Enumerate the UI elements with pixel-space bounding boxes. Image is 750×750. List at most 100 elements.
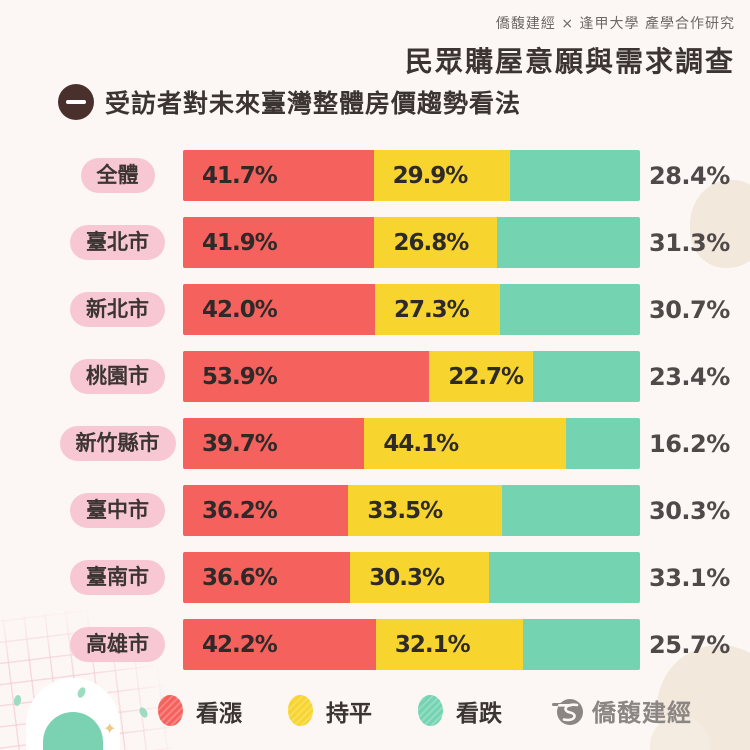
stacked-bar: 42.2% 32.1%: [183, 619, 640, 670]
legend-item-fall: 看跌: [418, 694, 502, 728]
segment-value-outside: 30.7%: [649, 295, 730, 324]
category-column: 新竹縣市: [0, 425, 183, 462]
category-label: 臺中市: [70, 492, 165, 529]
segment-value: 29.9%: [392, 162, 469, 189]
segment-value-outside: 25.7%: [649, 630, 730, 659]
category-label: 新竹縣市: [59, 425, 176, 462]
bar-segment-fall: [522, 619, 640, 670]
category-column: 臺北市: [0, 224, 183, 261]
segment-value-outside: 28.4%: [649, 161, 730, 190]
category-column: 臺南市: [0, 559, 183, 596]
category-column: 桃園市: [0, 358, 183, 395]
segment-value: 22.7%: [448, 363, 524, 390]
category-column: 全體: [0, 157, 183, 194]
bar-segment-flat: 27.3%: [374, 284, 500, 335]
legend-item-rise: 看漲: [158, 694, 242, 728]
section-number-glyph: [66, 100, 86, 104]
bar-segment-flat: 32.1%: [375, 619, 523, 670]
segment-value: 41.9%: [202, 229, 278, 256]
stacked-bar: 41.7% 29.9%: [183, 150, 640, 201]
bar-segment-flat: 33.5%: [348, 485, 502, 536]
segment-value: 32.1%: [394, 631, 471, 658]
bar-segment-fall: [496, 217, 640, 268]
brand-name: 僑馥建經: [592, 699, 692, 727]
segment-value-outside: 16.2%: [649, 429, 730, 458]
bar-segment-rise: 36.2%: [183, 485, 349, 536]
legend-label: 看跌: [456, 700, 502, 727]
section-title: 受訪者對未來臺灣整體房價趨勢看法: [105, 89, 522, 118]
legend-swatch-flat: [288, 695, 313, 726]
segment-value-outside: 23.4%: [649, 362, 730, 391]
chart-row: 桃園市 53.9% 22.7% 23.4%: [0, 351, 750, 402]
legend-swatch-rise: [158, 695, 183, 726]
segment-value: 42.0%: [202, 296, 278, 323]
sparkle-icon: ✦: [103, 719, 117, 738]
brand-logo-icon: [552, 698, 583, 725]
section-number-badge: [58, 84, 94, 120]
category-label: 臺北市: [70, 224, 165, 261]
bar-segment-fall: [499, 284, 640, 335]
legend-swatch-fall: [418, 695, 443, 726]
beige-blob-decoration: [690, 180, 750, 268]
segment-value-outside: 30.3%: [649, 496, 730, 525]
chart-row: 臺中市 36.2% 33.5% 30.3%: [0, 485, 750, 536]
bar-segment-fall: [501, 485, 640, 536]
chart-row: 高雄市 42.2% 32.1% 25.7%: [0, 619, 750, 670]
bar-segment-rise: 41.7%: [183, 150, 374, 201]
segment-value: 36.2%: [202, 497, 278, 524]
chart-row: 全體 41.7% 29.9% 28.4%: [0, 150, 750, 201]
stacked-bar: 42.0% 27.3%: [183, 284, 640, 335]
footer-row: 看漲 持平 看跌 僑馥建經: [158, 693, 692, 728]
category-label: 高雄市: [70, 626, 165, 663]
bar-segment-fall: [488, 552, 640, 603]
bar-segment-fall: [510, 150, 640, 201]
segment-value: 44.1%: [383, 430, 459, 457]
bar-segment-rise: 42.0%: [183, 284, 375, 335]
segment-value: 26.8%: [393, 229, 469, 256]
bar-segment-rise: 39.7%: [183, 418, 365, 469]
bar-segment-rise: 53.9%: [183, 351, 430, 402]
category-column: 高雄市: [0, 626, 183, 663]
category-column: 新北市: [0, 291, 183, 328]
category-label: 新北市: [70, 291, 165, 328]
segment-value: 42.2%: [202, 631, 278, 658]
header: 僑馥建經 × 逢甲大學 產學合作研究 民眾購屋意願與需求調查: [405, 13, 735, 80]
bar-segment-flat: 22.7%: [429, 351, 534, 402]
research-partnership-subtitle: 僑馥建經 × 逢甲大學 產學合作研究: [495, 16, 735, 32]
chart-row: 臺南市 36.6% 30.3% 33.1%: [0, 552, 750, 603]
arch-teal-blob: [43, 712, 103, 750]
bar-segment-flat: 29.9%: [373, 150, 511, 201]
stacked-bar: 41.9% 26.8%: [183, 217, 640, 268]
bar-segment-flat: 30.3%: [350, 552, 489, 603]
segment-value-outside: 33.1%: [649, 563, 730, 592]
category-column: 臺中市: [0, 492, 183, 529]
segment-value: 30.3%: [369, 564, 445, 591]
stacked-bar: 36.6% 30.3%: [183, 552, 640, 603]
segment-value: 41.7%: [202, 162, 278, 189]
section-heading: 受訪者對未來臺灣整體房價趨勢看法: [58, 84, 521, 120]
chart-row: 新竹縣市 39.7% 44.1% 16.2%: [0, 418, 750, 469]
legend-item-flat: 持平: [288, 694, 372, 728]
legend-label: 持平: [326, 700, 372, 727]
chart-row: 臺北市 41.9% 26.8% 31.3%: [0, 217, 750, 268]
bar-segment-fall: [565, 418, 640, 469]
legend-label: 看漲: [196, 700, 242, 727]
segment-value: 27.3%: [393, 296, 470, 323]
segment-value: 36.6%: [202, 564, 278, 591]
segment-value-outside: 31.3%: [649, 228, 730, 257]
stacked-bar: 39.7% 44.1%: [183, 418, 640, 469]
category-label: 桃園市: [70, 358, 165, 395]
bar-segment-rise: 42.2%: [183, 619, 376, 670]
bar-segment-rise: 36.6%: [183, 552, 351, 603]
brand-footer: 僑馥建經: [552, 693, 692, 728]
segment-value: 33.5%: [367, 497, 443, 524]
page-title: 民眾購屋意願與需求調查: [404, 45, 735, 78]
stacked-bar: 53.9% 22.7%: [183, 351, 640, 402]
bar-segment-fall: [533, 351, 640, 402]
category-label: 全體: [80, 157, 155, 194]
chart-legend: 看漲 持平 看跌: [158, 694, 502, 728]
stacked-bar: 36.2% 33.5%: [183, 485, 640, 536]
category-label: 臺南市: [70, 559, 165, 596]
segment-value: 39.7%: [202, 430, 278, 457]
